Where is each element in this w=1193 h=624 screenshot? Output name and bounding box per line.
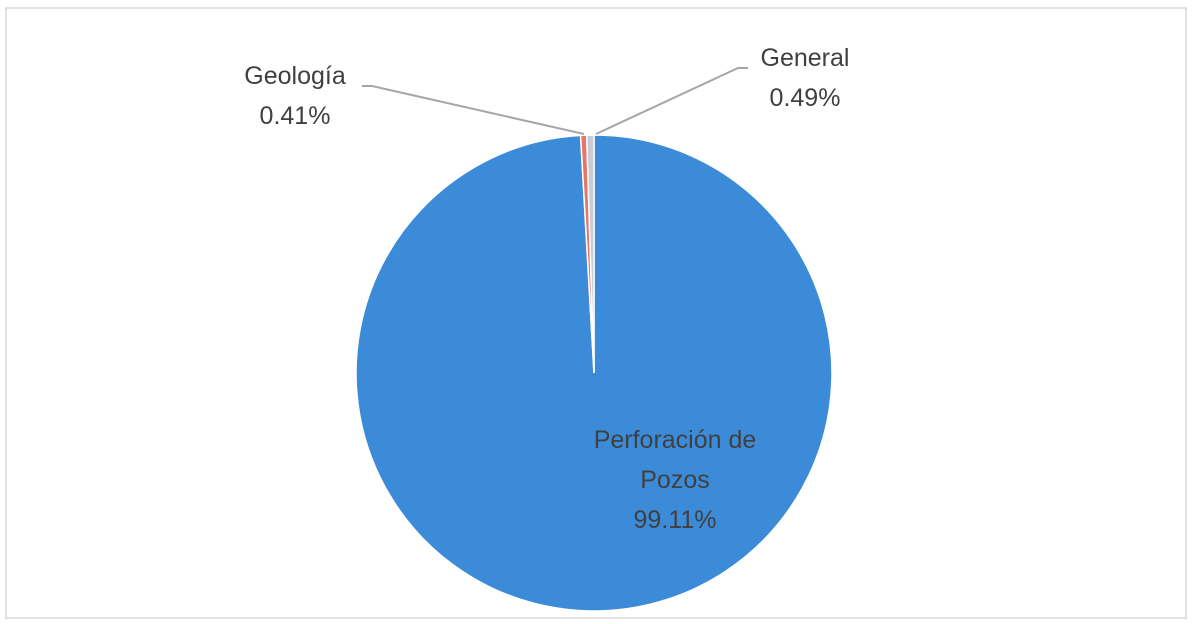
leader-line xyxy=(595,67,748,135)
category-name: Geología xyxy=(244,62,346,90)
value-label: 0.49% xyxy=(769,84,841,112)
frame xyxy=(5,7,1187,619)
data-label: General 0.49% xyxy=(720,38,890,118)
data-label: Perforación de Pozos 99.11% xyxy=(580,420,770,540)
value-label: 0.41% xyxy=(259,102,331,130)
category-name: Perforación de Pozos xyxy=(593,426,757,494)
leader-line xyxy=(362,85,585,135)
pie-slice xyxy=(585,134,595,374)
category-name: General xyxy=(760,44,850,72)
value-label: 99.11% xyxy=(633,506,717,534)
data-label: Geología 0.41% xyxy=(215,56,375,136)
